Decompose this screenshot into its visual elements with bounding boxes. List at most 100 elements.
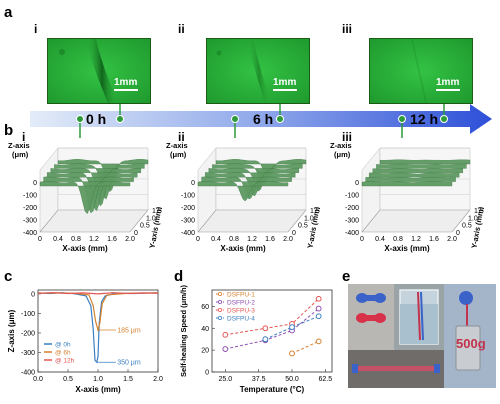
y-tick-label: 1.5 (474, 208, 484, 215)
x-axis-title: X-axis (mm) (75, 385, 121, 394)
x-tick-label: 1.6 (265, 236, 275, 243)
y-tick-label: 60 (201, 304, 209, 311)
panel-a-roman-iii: iii (342, 22, 353, 36)
legend-label-0: @ 0h (55, 342, 71, 349)
surface-strip (361, 181, 453, 187)
photo-panel: 500g (348, 284, 496, 388)
scale-label: 1mm (436, 77, 460, 88)
x-tick-label: 0.8 (393, 236, 403, 243)
x-tick-label: 25.0 (219, 376, 233, 383)
series-point-2 (222, 331, 229, 338)
surface-strip (379, 159, 471, 165)
z-tick-label: -300 (23, 218, 37, 225)
series-point-3 (315, 313, 322, 320)
y-tick-label: -200 (21, 330, 35, 337)
surface-plot-6h: 0 -100 -200 -300 -400 Z-axis(μm) 0 0.4 0.8 1.2 1.6… (166, 141, 320, 253)
surface-strip (376, 163, 467, 169)
weight-label: 500g (456, 336, 486, 351)
x-axis-title: X-axis (mm) (62, 244, 108, 253)
y-tick-label: 1.0 (468, 215, 478, 222)
x-tick-label: 0 (196, 236, 200, 243)
x-tick-label: 2.0 (125, 236, 135, 243)
x-tick-label: 1.2 (411, 236, 421, 243)
legend-marker-2 (218, 307, 223, 312)
surface-strip (197, 181, 289, 202)
x-tick-label: 1.2 (89, 236, 99, 243)
y-tick-label: 40 (201, 326, 209, 333)
y-tick-label: 0.5 (462, 223, 472, 230)
y-tick-label: 1.5 (152, 208, 162, 215)
scale-bar (436, 89, 460, 91)
x-tick-label: 37.5 (252, 376, 266, 383)
x-tick-label: 2.0 (447, 236, 457, 243)
x-axis-title: X-axis (mm) (220, 244, 266, 253)
z-tick-label: -400 (23, 230, 37, 237)
scale-bar (114, 89, 138, 91)
y-tick-label: 20 (201, 348, 209, 355)
z-tick-label: -400 (345, 230, 359, 237)
panel-a-roman-i: i (34, 22, 38, 36)
z-axis-title: Z-axis (166, 141, 188, 150)
x-tick-label: 0.4 (53, 236, 63, 243)
y-tick-label: 1.0 (146, 215, 156, 222)
series-point-3 (289, 324, 295, 331)
micrograph-12h: 1mm (369, 38, 473, 104)
floor (39, 209, 149, 233)
panel-label-b: b (4, 122, 14, 139)
y-tick-label: -400 (21, 370, 35, 377)
x-axis-title: Temperature (°C) (240, 385, 305, 394)
scale-label: 1mm (273, 77, 297, 88)
series-line-1 (225, 308, 320, 350)
surface-strip (372, 168, 463, 173)
annotation-185: 185 μm (117, 328, 141, 335)
z-tick-label: -400 (181, 230, 195, 237)
y-tick-label: 0 (456, 230, 460, 237)
legend-label-2: @ 12h (55, 358, 75, 365)
panel-b-roman-ii: ii (178, 130, 185, 144)
z-tick-label: -200 (345, 205, 359, 212)
z-tick-label: -100 (23, 193, 37, 200)
y-axis-title: Self-healing Speed (μm/h) (179, 284, 188, 377)
z-axis-title: Z-axis (8, 141, 30, 150)
series-point-2 (262, 325, 269, 332)
panel-label-c: c (4, 268, 13, 285)
z-axis-unit: (μm) (170, 150, 187, 159)
z-tick-label: -100 (345, 193, 359, 200)
chart-d: 0 20 40 60 25.0 37.5 50.0 62.5 Temperature (°C) S… (179, 284, 333, 394)
y-tick-label: 0 (292, 230, 296, 237)
z-axis-title: Z-axis (330, 141, 352, 150)
floor (361, 209, 471, 233)
y-tick-label: 0.5 (298, 223, 308, 230)
panel-label-a: a (4, 4, 13, 21)
x-tick-label: 62.5 (319, 376, 333, 383)
panel-b-roman-i: i (22, 130, 26, 144)
y-tick-label: 0 (205, 370, 209, 377)
x-tick-label: 0 (38, 236, 42, 243)
y-axis-title: Z-axis (μm) (7, 309, 16, 352)
z-tick-label: 0 (33, 180, 37, 187)
z-tick-label: 0 (191, 180, 195, 187)
x-tick-label: 0.0 (33, 376, 43, 383)
panel-b-roman-iii: iii (342, 130, 353, 144)
y-tick-label: 1.0 (304, 215, 314, 222)
series-point-1 (315, 305, 322, 312)
y-tick-label: 0.5 (140, 223, 150, 230)
surface-plot-12h: 0 -100 -200 -300 -400 Z-axis(μm) 0 0.4 0.8 1.2 1.6… (330, 141, 484, 253)
scale-label: 1mm (114, 77, 138, 88)
legend-marker-1 (218, 299, 223, 304)
legend-label-1: @ 6h (55, 350, 71, 357)
legend-label-1: DSFPU-2 (227, 300, 255, 307)
micrograph-0h: 1mm (47, 38, 151, 104)
timeline-label-12h: 12 h (410, 111, 439, 127)
z-tick-label: -300 (345, 218, 359, 225)
y-tick-label: -100 (21, 311, 35, 318)
series-point-0 (289, 350, 295, 357)
floor (197, 209, 307, 233)
timeline-label-0h: 0 h (86, 111, 107, 127)
legend-label-3: DSFPU-4 (227, 316, 255, 323)
panel-label-d: d (174, 268, 184, 285)
series-line-2 (37, 292, 159, 295)
legend-marker-0 (218, 291, 223, 296)
z-axis-unit: (μm) (12, 150, 29, 159)
